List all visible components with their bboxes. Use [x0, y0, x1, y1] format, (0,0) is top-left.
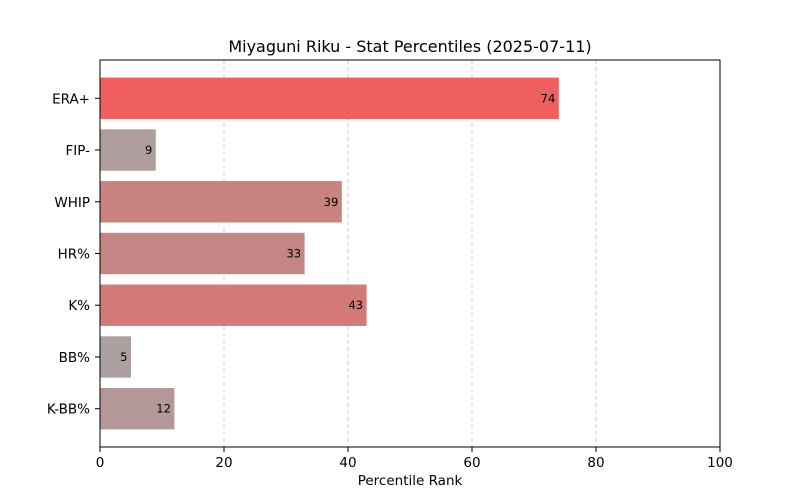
bar-fip: [100, 129, 156, 171]
y-tick-label-fip: FIP-: [66, 143, 91, 159]
value-label-hr-pct: 33: [286, 247, 301, 261]
value-label-k-bb-pct: 12: [156, 402, 171, 416]
bar-whip: [100, 181, 342, 223]
x-tick-label-0: 0: [96, 455, 105, 471]
x-tick-label-80: 80: [587, 455, 604, 471]
y-axis: ERA+ FIP- WHIP HR% K% BB% K-BB%: [47, 91, 100, 418]
bar-k-pct: [100, 284, 367, 326]
bar-k-bb-pct: [100, 388, 175, 430]
x-tick-label-100: 100: [707, 455, 733, 471]
value-label-era-plus: 74: [541, 91, 556, 105]
value-label-whip: 39: [324, 195, 339, 209]
x-tick-label-40: 40: [339, 455, 356, 471]
value-label-fip: 9: [145, 143, 152, 157]
x-axis-label: Percentile Rank: [358, 473, 463, 489]
x-tick-label-60: 60: [463, 455, 480, 471]
chart-title: Miyaguni Riku - Stat Percentiles (2025-0…: [228, 37, 591, 56]
value-label-k-pct: 43: [348, 298, 363, 312]
value-label-bb-pct: 5: [120, 350, 127, 364]
y-tick-label-k-pct: K%: [68, 298, 90, 314]
y-tick-label-k-bb-pct: K-BB%: [47, 402, 90, 418]
value-labels: 74 9 39 33 43 5 12: [120, 91, 555, 415]
x-axis: 0 20 40 60 80 100: [96, 447, 733, 471]
y-tick-label-bb-pct: BB%: [59, 350, 91, 366]
bar-era-plus: [100, 77, 559, 119]
y-tick-label-whip: WHIP: [54, 195, 90, 211]
x-tick-label-20: 20: [215, 455, 232, 471]
bar-hr-pct: [100, 232, 305, 275]
bars: [100, 77, 559, 430]
y-tick-label-hr-pct: HR%: [58, 247, 91, 263]
y-tick-label-era-plus: ERA+: [52, 91, 90, 107]
bar-bb-pct: [100, 336, 131, 378]
